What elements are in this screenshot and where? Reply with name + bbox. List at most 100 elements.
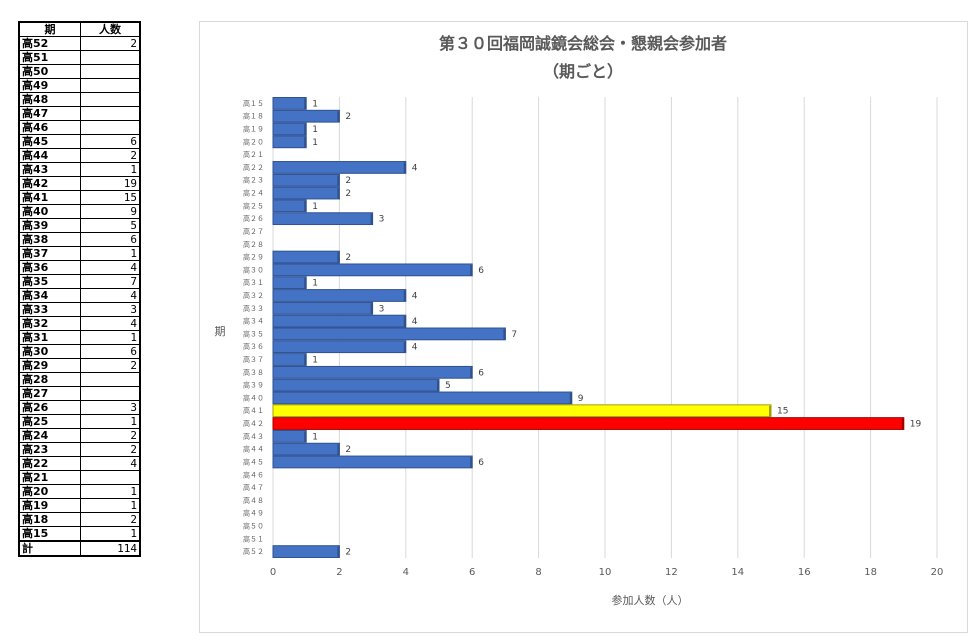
- cell-ki: 高48: [19, 92, 81, 107]
- bar: [272, 301, 374, 315]
- y-tick-label: 高２５: [243, 201, 264, 210]
- y-tick-label: 高４８: [243, 496, 264, 505]
- table-row: 高46: [19, 120, 140, 135]
- bar-edge: [437, 380, 439, 392]
- data-label: 4: [412, 163, 418, 173]
- y-tick-label: 高３７: [243, 355, 264, 364]
- table-row: 高38 6: [19, 232, 140, 247]
- table-row: 高41 15: [19, 190, 140, 205]
- bar: [272, 263, 473, 277]
- cell-count: 15: [80, 190, 140, 205]
- cell-count: 4: [80, 316, 140, 331]
- bar: [272, 391, 573, 405]
- bar: [272, 135, 307, 149]
- table-row: 高35 7: [19, 274, 140, 289]
- bar-edge: [337, 546, 340, 558]
- table-row: 高30 6: [19, 344, 140, 359]
- bar-edge: [304, 98, 307, 110]
- cell-ki: 高28: [19, 372, 81, 387]
- cell-ki: 高52: [19, 36, 81, 51]
- bar-edge: [304, 277, 307, 289]
- cell-ki: 高31: [19, 330, 81, 345]
- cell-count: 3: [80, 302, 140, 317]
- y-tick-label: 高４６: [243, 470, 264, 479]
- cell-count: 2: [80, 148, 140, 163]
- table-row: 高34 4: [19, 288, 140, 303]
- cell-count: 19: [80, 176, 140, 191]
- cell-ki: 高24: [19, 428, 81, 443]
- y-tick-labels: 高１５ 高１８ 高１９ 高２０ 高２１ 高２２ 高２３ 高２４ 高２５ 高２６ 高２７ 高２８ 高２９ 高…: [243, 99, 264, 556]
- cell-count: 4: [80, 288, 140, 303]
- table-row: 高22 4: [19, 456, 140, 471]
- cell-count: [80, 386, 140, 401]
- cell-ki: 高43: [19, 162, 81, 177]
- bar: [272, 199, 307, 213]
- cell-ki: 高30: [19, 344, 81, 359]
- bar-edge: [470, 367, 473, 379]
- bar-edge: [403, 341, 406, 353]
- data-label: 1: [312, 279, 318, 289]
- x-tick-label: 12: [665, 567, 678, 578]
- cell-count: 1: [80, 414, 140, 429]
- cell-count: 3: [80, 400, 140, 415]
- bar: [272, 442, 340, 456]
- x-tick-label: 6: [469, 567, 475, 578]
- bar: [272, 314, 407, 328]
- table-row: 高45 6: [19, 134, 140, 149]
- bar: [272, 122, 307, 136]
- y-tick-label: 高３６: [243, 342, 264, 351]
- cell-ki: 高20: [19, 484, 81, 499]
- y-tick-label: 高４５: [243, 457, 264, 466]
- cell-count: [80, 470, 140, 485]
- table-row: 高42 19: [19, 176, 140, 191]
- cell-ki: 高34: [19, 288, 81, 303]
- table-row: 高21: [19, 470, 140, 485]
- table-row: 高33 3: [19, 302, 140, 317]
- gridlines: [272, 97, 938, 558]
- y-tick-label: 高１８: [243, 112, 264, 121]
- table-total-row: 計 114: [19, 540, 140, 557]
- y-tick-label: 高２２: [243, 163, 264, 172]
- x-tick-label: 8: [535, 567, 541, 578]
- table-row: 高44 2: [19, 148, 140, 163]
- y-tick-label: 高３０: [243, 265, 264, 274]
- y-tick-label: 高３１: [243, 278, 264, 287]
- cell-count: [80, 50, 140, 65]
- cell-count: 9: [80, 204, 140, 219]
- cell-count: [80, 92, 140, 107]
- data-label: 7: [511, 330, 517, 340]
- cell-ki: 高44: [19, 148, 81, 163]
- cell-count: [80, 372, 140, 387]
- table-row: 高27: [19, 386, 140, 401]
- cell-ki: 高51: [19, 50, 81, 65]
- cell-count: 2: [80, 36, 140, 51]
- data-label: 2: [345, 445, 351, 455]
- bar: [272, 173, 340, 187]
- bar-edge: [337, 111, 340, 123]
- table-row: 高51: [19, 50, 140, 65]
- y-tick-label: 高２３: [243, 176, 264, 185]
- cell-count: 2: [80, 512, 140, 527]
- table-row: 高50: [19, 64, 140, 79]
- cell-ki: 高37: [19, 246, 81, 261]
- data-label: 1: [312, 432, 318, 442]
- data-label: 2: [345, 176, 351, 186]
- y-axis-title: 期: [215, 325, 226, 338]
- bars: [272, 97, 905, 558]
- y-tick-label: 高１９: [243, 125, 264, 134]
- bar-edge: [337, 188, 340, 199]
- table-row: 高47: [19, 106, 140, 121]
- data-label: 1: [312, 125, 318, 135]
- x-tick-labels: 0 2 4 6 8 10 12 14 16 18 20: [270, 567, 944, 578]
- cell-count: [80, 64, 140, 79]
- bar: [272, 455, 473, 469]
- table-row: 高23 2: [19, 442, 140, 457]
- data-label: 9: [578, 394, 584, 404]
- table-row: 高37 1: [19, 246, 140, 261]
- cell-count: 1: [80, 162, 140, 177]
- bar-edge: [370, 303, 373, 315]
- bar: [272, 186, 340, 200]
- total-label: 計: [19, 540, 81, 557]
- header-count: 人数: [80, 22, 140, 37]
